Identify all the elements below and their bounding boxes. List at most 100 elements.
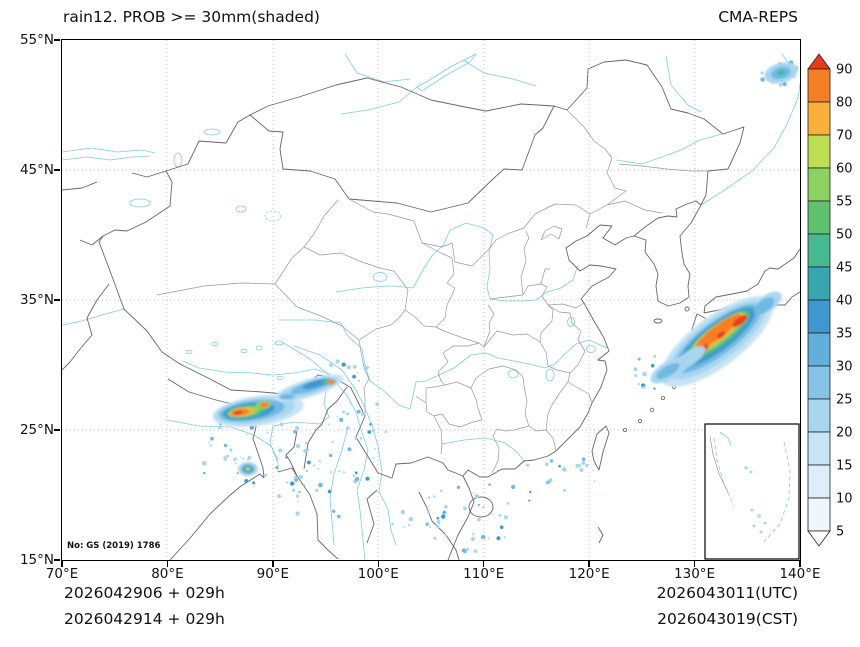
irrawaddy-river (329, 426, 349, 546)
x-tick-mark (693, 561, 696, 567)
y-tick-label: 45°N (19, 162, 54, 178)
colorbar-label: 60 (836, 162, 853, 177)
x-tick-label: 90°E (256, 566, 290, 582)
y-tick-mark (54, 429, 60, 431)
central-asia-borders (62, 170, 167, 246)
colorbar-label: 30 (836, 360, 853, 375)
province-borders (156, 109, 708, 474)
page-title: rain12. PROB >= 30mm(shaded) (63, 8, 320, 26)
colorbar-label: 70 (836, 129, 853, 144)
qinghai-lake (372, 272, 388, 282)
russia-river-2 (462, 59, 537, 87)
tibet-lake-2 (255, 345, 263, 351)
license-note: No: GS (2019) 1786 (67, 541, 161, 551)
colorbar-label: 25 (836, 393, 853, 408)
rivers-lakes (62, 53, 800, 560)
lop-nur (264, 210, 282, 222)
lake-zaysan (203, 128, 221, 136)
precip-blob-se-tibet (274, 374, 344, 402)
precip-core-2 (732, 314, 748, 328)
mekong-river (293, 345, 397, 546)
lake-alakol (173, 152, 183, 168)
x-tick-mark (588, 561, 590, 567)
x-tick-label: 140°E (779, 566, 821, 582)
colorbar-label: 80 (836, 96, 853, 111)
colorbar-label: 40 (836, 294, 853, 309)
china-boundary (98, 59, 745, 479)
pearl-river (441, 437, 525, 462)
tibet-lake-4 (211, 341, 219, 347)
colorbar-label: 90 (836, 63, 853, 78)
valid-time-cst: 2026043019(CST) (657, 610, 798, 628)
y-tick-label: 25°N (19, 422, 54, 438)
thai-myanmar-border (366, 489, 378, 544)
indus-river (62, 308, 125, 326)
init-time-utc: 2026042906 + 029h (64, 584, 225, 602)
zeya-river (665, 55, 702, 113)
hainan-island (468, 496, 494, 518)
x-tick-label: 110°E (463, 566, 505, 582)
lake-balkhash (62, 147, 156, 161)
precip-blob-ne-india (238, 462, 258, 476)
india-myanmar-border (303, 386, 348, 470)
korea-peninsula (633, 204, 702, 307)
colorbar-label: 55 (836, 195, 853, 210)
x-tick-label: 70°E (45, 566, 79, 582)
national-borders (62, 59, 800, 560)
x-tick-mark (166, 561, 169, 567)
selenga-river (340, 85, 419, 115)
y-tick-mark (54, 299, 60, 301)
colorbar-label: 5 (836, 525, 844, 540)
south-china-sea-inset (704, 423, 800, 560)
lake-baikal (416, 53, 477, 92)
x-tick-mark (799, 561, 801, 567)
india-pakistan-border (62, 283, 110, 371)
vietnam-coast (447, 475, 475, 560)
y-tick-mark (54, 169, 60, 171)
y-tick-label: 35°N (19, 292, 54, 308)
dongting-lake (507, 369, 519, 379)
colorbar: 90 80 70 60 55 50 45 40 35 30 25 20 15 10 5 (805, 52, 860, 556)
songhua-river (615, 133, 723, 165)
y-tick-mark (54, 559, 60, 561)
x-tick-mark (272, 561, 274, 567)
y-tick-mark (54, 39, 60, 41)
graticule (62, 40, 800, 560)
y-tick-label: 55°N (19, 32, 54, 48)
bengal-coast (169, 467, 339, 560)
colorbar-label: 35 (836, 327, 853, 342)
x-tick-mark (61, 561, 63, 567)
valid-time-utc: 2026043011(UTC) (656, 584, 798, 602)
lake-bosten (235, 205, 247, 213)
poyang-lake (545, 368, 555, 382)
tibet-lake-3 (240, 348, 248, 354)
precip-dot (279, 394, 295, 400)
china-weather-map (62, 40, 800, 560)
colorbar-label: 15 (836, 459, 853, 474)
x-tick-mark (482, 561, 485, 567)
precip-tip-2 (753, 297, 775, 315)
tibet-lake-1 (274, 340, 284, 346)
jeju-island (653, 318, 663, 324)
y-tick-label: 15°N (19, 552, 54, 568)
yellow-river (335, 222, 579, 302)
yamdrok-lake (276, 376, 284, 380)
colorbar-label: 50 (836, 228, 853, 243)
map-area (61, 39, 801, 561)
taihu-lake (586, 345, 596, 353)
precip-shading (212, 62, 798, 476)
model-label: CMA-REPS (718, 8, 798, 26)
colorbar-label: 20 (836, 426, 853, 441)
precip-tail-3 (656, 363, 680, 379)
lake-issyk-kul (129, 198, 151, 208)
precip-spot-orange (327, 380, 335, 384)
x-tick-label: 120°E (568, 566, 610, 582)
precip-blob-tibet (212, 394, 304, 428)
tibet-lake-5 (185, 349, 193, 355)
colorbar-label: 45 (836, 261, 853, 276)
laos-vietnam-border (418, 491, 460, 560)
mongolia-russia-border (249, 77, 555, 116)
x-tick-label: 100°E (357, 566, 399, 582)
x-tick-label: 130°E (674, 566, 716, 582)
salween-river (281, 341, 369, 560)
